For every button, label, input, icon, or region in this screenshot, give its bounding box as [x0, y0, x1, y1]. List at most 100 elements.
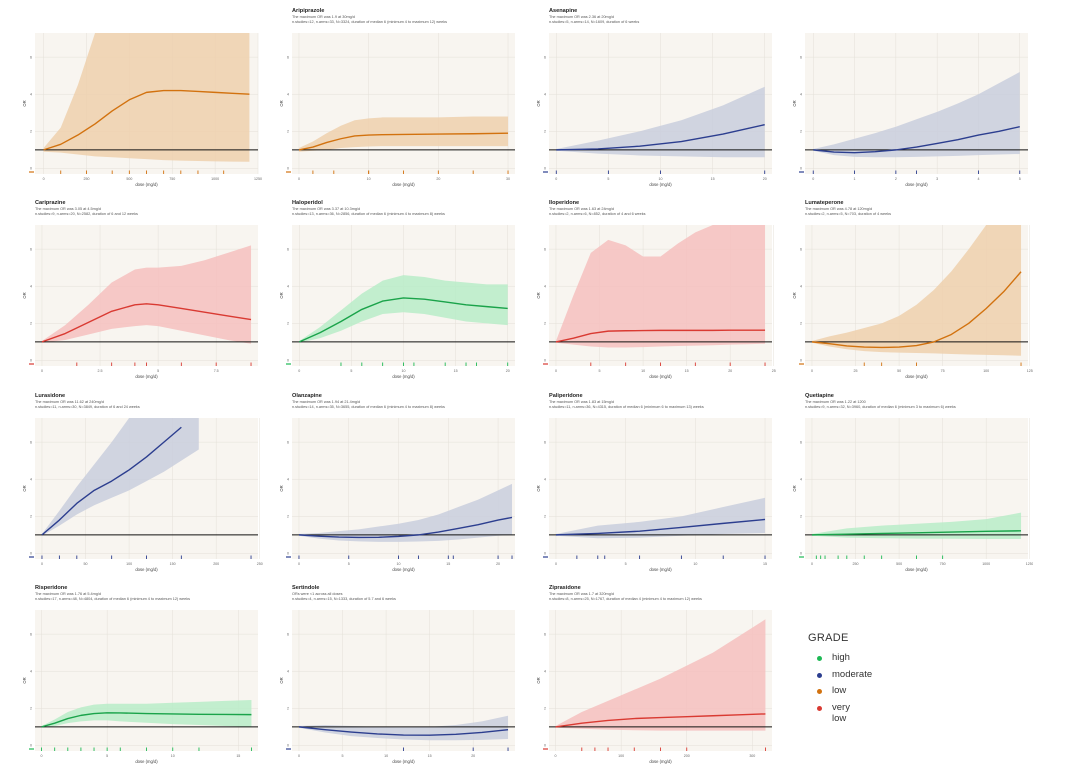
- y-tick-label: 4: [544, 670, 546, 674]
- y-tick-label: 0: [544, 552, 546, 556]
- x-tick-label: 50: [84, 562, 88, 566]
- y-tick-label: 4: [30, 285, 32, 289]
- legend-item-high: high: [808, 652, 849, 669]
- x-axis-title: dose (mg/d): [135, 759, 158, 764]
- x-tick-label: 0: [811, 369, 813, 373]
- y-tick-label: 0: [30, 359, 32, 363]
- x-tick-label: 10: [384, 754, 388, 758]
- x-tick-label: 2: [895, 177, 897, 181]
- chart-panel: Asenapine The maximum OR was 2.36 at 20mg…: [522, 8, 777, 188]
- y-tick-label: 6: [544, 632, 546, 636]
- y-tick-label: 2: [544, 707, 546, 711]
- y-tick-label: 4: [544, 285, 546, 289]
- y-tick-label: 2: [800, 322, 802, 326]
- x-tick-label: 75: [941, 369, 945, 373]
- chart-svg: 0 2.5 5 7.5 0 2 4 6 dose (mg/d) OR: [8, 200, 263, 380]
- y-tick-label: 4: [800, 478, 802, 482]
- x-tick-label: 0: [41, 562, 43, 566]
- x-tick-label: 500: [896, 562, 902, 566]
- x-tick-label: 200: [684, 754, 690, 758]
- chart-panel: Aripiprazole The maximum OR was 1.9 at 30…: [265, 8, 520, 188]
- x-tick-label: 1250: [1026, 562, 1033, 566]
- x-axis-title: dose (mg/d): [392, 759, 415, 764]
- y-tick-label: 2: [544, 130, 546, 134]
- x-tick-label: 20: [506, 369, 510, 373]
- y-tick-label: 6: [544, 440, 546, 444]
- y-tick-label: 0: [544, 359, 546, 363]
- x-tick-label: 4: [977, 177, 979, 181]
- y-axis-title: OR: [792, 485, 797, 491]
- x-tick-label: 10: [641, 369, 645, 373]
- y-axis-title: OR: [536, 100, 541, 106]
- plot-background: [35, 610, 258, 751]
- y-tick-label: 2: [287, 515, 289, 519]
- x-tick-label: 2.5: [98, 369, 103, 373]
- y-tick-label: 0: [800, 359, 802, 363]
- x-tick-label: 250: [83, 177, 89, 181]
- y-tick-label: 6: [287, 632, 289, 636]
- y-tick-label: 4: [287, 285, 289, 289]
- y-tick-label: 0: [30, 552, 32, 556]
- chart-svg: 0 5 10 15 20 0 2 4 6 dose (mg/d) OR: [265, 200, 520, 380]
- y-tick-label: 0: [287, 167, 289, 171]
- chart-panel: Ziprasidone The maximum OR was 1.7 at 320…: [522, 585, 777, 765]
- legend: GRADE high moderate low very low: [808, 632, 849, 718]
- x-tick-label: 0: [555, 562, 557, 566]
- y-tick-label: 2: [287, 707, 289, 711]
- y-axis-title: OR: [279, 677, 284, 683]
- legend-label: very low: [832, 702, 850, 724]
- x-axis-title: dose (mg/d): [135, 374, 158, 379]
- x-tick-label: 3: [936, 177, 938, 181]
- legend-item-moderate: moderate: [808, 669, 849, 686]
- x-tick-label: 5: [342, 754, 344, 758]
- y-tick-label: 4: [30, 93, 32, 97]
- x-tick-label: 200: [213, 562, 219, 566]
- legend-dot-icon: [817, 673, 822, 678]
- chart-svg: 0 5 10 15 20 0 2 4 6 dose (mg/d) OR: [265, 393, 520, 573]
- chart-svg: 0 5 10 15 0 2 4 6 dose (mg/d) OR: [8, 585, 263, 765]
- x-tick-label: 750: [169, 177, 175, 181]
- y-tick-label: 6: [30, 55, 32, 59]
- x-tick-label: 300: [749, 754, 755, 758]
- y-tick-label: 2: [30, 322, 32, 326]
- y-tick-label: 2: [544, 515, 546, 519]
- y-tick-label: 4: [30, 478, 32, 482]
- chart-svg: 0 5 10 15 20 0 2 4 6 dose (mg/d) OR: [265, 585, 520, 765]
- chart-panel: Paliperidone The maximum OR was 1.83 at 1…: [522, 393, 777, 573]
- y-tick-label: 2: [800, 515, 802, 519]
- plot-background: [549, 418, 772, 559]
- x-tick-label: 15: [428, 754, 432, 758]
- y-tick-label: 6: [30, 632, 32, 636]
- x-axis-title: dose (mg/d): [905, 182, 928, 187]
- chart-panel: Lurasidone The maximum OR was 11.62 at 24…: [8, 393, 263, 573]
- chart-panel: Iloperidone The maximum OR was 1.63 at 24…: [522, 200, 777, 380]
- y-axis-title: OR: [22, 292, 27, 298]
- y-tick-label: 6: [800, 440, 802, 444]
- x-tick-label: 150: [170, 562, 176, 566]
- y-axis-title: OR: [536, 485, 541, 491]
- x-tick-label: 0: [811, 562, 813, 566]
- x-tick-label: 15: [685, 369, 689, 373]
- x-tick-label: 15: [454, 369, 458, 373]
- chart-panel: Risperidone The maximum OR was 1.76 at 5.…: [8, 585, 263, 765]
- x-tick-label: 5: [625, 562, 627, 566]
- chart-svg: 0 5 10 15 20 25 0 2 4 6 dose (mg/d) OR: [522, 200, 777, 380]
- x-tick-label: 30: [506, 177, 510, 181]
- legend-label: high: [832, 652, 850, 663]
- legend-label: low: [832, 685, 846, 696]
- chart-svg: 0 50 100 150 200 250 0 2 4 6 dose (mg/d) OR: [8, 393, 263, 573]
- x-axis-title: dose (mg/d): [649, 182, 672, 187]
- x-tick-label: 500: [126, 177, 132, 181]
- x-tick-label: 10: [367, 177, 371, 181]
- x-axis-title: dose (mg/d): [649, 759, 672, 764]
- x-axis-title: dose (mg/d): [392, 374, 415, 379]
- x-tick-label: 0: [298, 754, 300, 758]
- x-tick-label: 250: [257, 562, 263, 566]
- y-tick-label: 2: [287, 130, 289, 134]
- y-tick-label: 0: [287, 359, 289, 363]
- x-tick-label: 15: [236, 754, 240, 758]
- x-tick-label: 1: [854, 177, 856, 181]
- x-tick-label: 5: [607, 177, 609, 181]
- x-tick-label: 100: [126, 562, 132, 566]
- x-tick-label: 10: [693, 562, 697, 566]
